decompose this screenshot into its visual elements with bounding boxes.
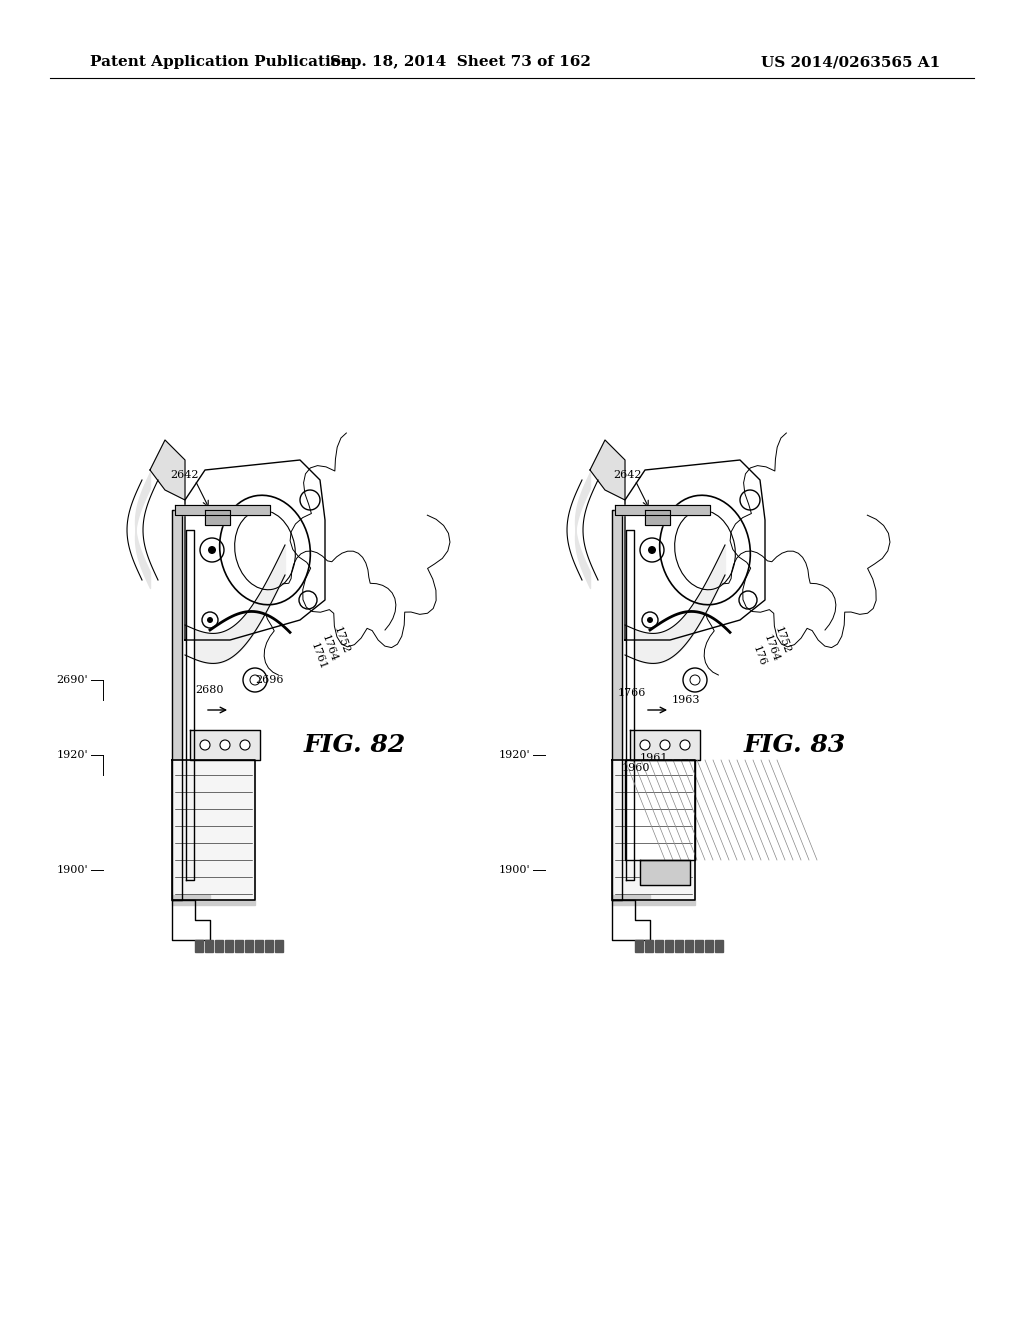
Polygon shape xyxy=(612,510,622,900)
Polygon shape xyxy=(695,940,703,952)
Text: 2642: 2642 xyxy=(170,470,199,480)
Circle shape xyxy=(208,546,216,554)
Text: FIG. 83: FIG. 83 xyxy=(743,733,846,756)
Polygon shape xyxy=(186,531,194,880)
Polygon shape xyxy=(172,760,255,900)
Polygon shape xyxy=(215,940,223,952)
Polygon shape xyxy=(150,440,185,500)
Polygon shape xyxy=(205,510,230,525)
Polygon shape xyxy=(195,940,203,952)
Text: 1761: 1761 xyxy=(309,642,328,671)
Polygon shape xyxy=(615,506,710,515)
Text: 1766: 1766 xyxy=(618,688,646,698)
Circle shape xyxy=(640,741,650,750)
Polygon shape xyxy=(172,510,182,900)
Polygon shape xyxy=(265,940,273,952)
Polygon shape xyxy=(172,895,255,906)
Text: 2696: 2696 xyxy=(256,675,285,685)
Circle shape xyxy=(200,741,210,750)
Polygon shape xyxy=(685,940,693,952)
Text: 1920': 1920' xyxy=(499,750,530,760)
Polygon shape xyxy=(626,531,634,880)
Polygon shape xyxy=(675,940,683,952)
Polygon shape xyxy=(645,510,670,525)
Text: 176: 176 xyxy=(751,644,768,668)
Circle shape xyxy=(647,616,653,623)
Circle shape xyxy=(220,741,230,750)
Polygon shape xyxy=(205,940,213,952)
Text: Patent Application Publication: Patent Application Publication xyxy=(90,55,352,69)
Polygon shape xyxy=(705,940,713,952)
Polygon shape xyxy=(645,940,653,952)
Polygon shape xyxy=(625,760,695,861)
Text: US 2014/0263565 A1: US 2014/0263565 A1 xyxy=(761,55,940,69)
Circle shape xyxy=(207,616,213,623)
Circle shape xyxy=(660,741,670,750)
Polygon shape xyxy=(185,459,325,640)
Polygon shape xyxy=(730,433,890,648)
Circle shape xyxy=(680,741,690,750)
Polygon shape xyxy=(590,440,625,500)
Text: 1900': 1900' xyxy=(499,865,530,875)
Text: 2690': 2690' xyxy=(56,675,88,685)
Polygon shape xyxy=(655,940,663,952)
Circle shape xyxy=(648,546,656,554)
Text: 1764: 1764 xyxy=(319,634,339,663)
Polygon shape xyxy=(612,895,695,906)
Text: 1900': 1900' xyxy=(56,865,88,875)
Circle shape xyxy=(240,741,250,750)
Text: 2642: 2642 xyxy=(613,470,641,480)
Polygon shape xyxy=(255,940,263,952)
Polygon shape xyxy=(190,730,260,760)
Polygon shape xyxy=(612,900,650,940)
Text: FIG. 82: FIG. 82 xyxy=(304,733,407,756)
Text: 1920': 1920' xyxy=(56,750,88,760)
Polygon shape xyxy=(275,940,283,952)
Polygon shape xyxy=(290,433,450,648)
Text: 1752: 1752 xyxy=(332,624,351,655)
Polygon shape xyxy=(612,760,695,900)
Polygon shape xyxy=(715,940,723,952)
Polygon shape xyxy=(245,940,253,952)
Text: 1960: 1960 xyxy=(622,763,650,774)
Text: 1961: 1961 xyxy=(640,752,669,763)
Text: Sep. 18, 2014  Sheet 73 of 162: Sep. 18, 2014 Sheet 73 of 162 xyxy=(330,55,591,69)
Polygon shape xyxy=(665,940,673,952)
Polygon shape xyxy=(225,940,233,952)
Polygon shape xyxy=(234,940,243,952)
Text: 1764: 1764 xyxy=(762,634,781,663)
Polygon shape xyxy=(630,730,700,760)
Polygon shape xyxy=(635,940,643,952)
Polygon shape xyxy=(640,861,690,884)
Polygon shape xyxy=(625,459,765,640)
Polygon shape xyxy=(705,550,836,675)
Polygon shape xyxy=(175,506,270,515)
Polygon shape xyxy=(172,900,210,940)
Text: 1752: 1752 xyxy=(773,624,793,655)
Polygon shape xyxy=(264,550,396,675)
Text: 1963: 1963 xyxy=(672,696,700,705)
Text: 2680: 2680 xyxy=(196,685,224,696)
